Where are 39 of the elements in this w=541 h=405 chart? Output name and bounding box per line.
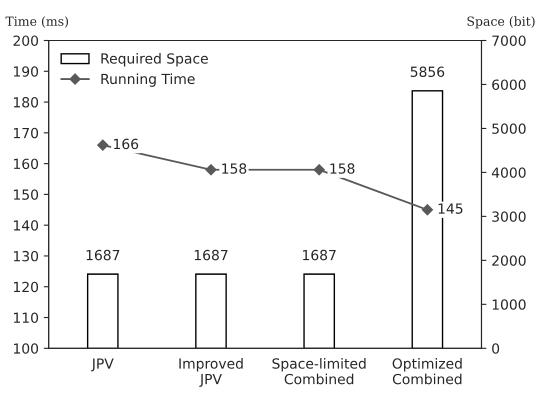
y-tick-label: 160 [14,158,38,170]
point [422,204,433,216]
legend-label: Running Time [101,73,195,87]
y2-tick-label: 1000 [492,299,526,310]
data-label: 1687 [86,250,120,260]
x-tick-label: Space-limited Combined [272,358,366,384]
data-label: 166 [114,138,138,150]
data-label: 145 [438,203,462,214]
y2-tick-label: 0 [492,343,500,354]
point [97,140,108,151]
y-tick-label: 110 [14,312,38,323]
y-tick-label: 140 [14,220,38,231]
y-tick-label: 200 [13,35,38,46]
y2-tick-label: 3000 [492,211,526,222]
data-label: 1687 [303,250,336,260]
y-axis-title: Time (ms) [6,16,68,28]
x-tick-label: Improved JPV [179,358,243,387]
y2-tick-label: 2000 [492,255,526,266]
data-label: 5856 [410,66,444,77]
data-label: 1687 [194,250,228,260]
data-label: 158 [330,163,354,174]
x-tick-label: JPV [91,358,114,372]
y2-tick-label: 7000 [492,35,526,46]
y2-axis-title: Space (bit) [467,16,535,28]
x-tick-label: Optimized Combined [392,358,462,384]
point [314,164,325,176]
y2-tick-label: 5000 [492,123,526,134]
y-tick-label: 190 [14,66,38,77]
y-tick-label: 120 [14,282,38,292]
y2-tick-label: 6000 [492,79,526,90]
legend-label: Required Space [101,53,208,66]
y-tick-label: 130 [14,250,38,262]
point [205,164,217,176]
y-tick-label: 100 [14,343,38,354]
data-label: 158 [222,163,246,174]
y-tick-label: 150 [14,189,38,200]
y-tick-label: 180 [14,97,38,108]
y2-tick-label: 4000 [492,167,526,178]
y-tick-label: 170 [14,128,38,138]
